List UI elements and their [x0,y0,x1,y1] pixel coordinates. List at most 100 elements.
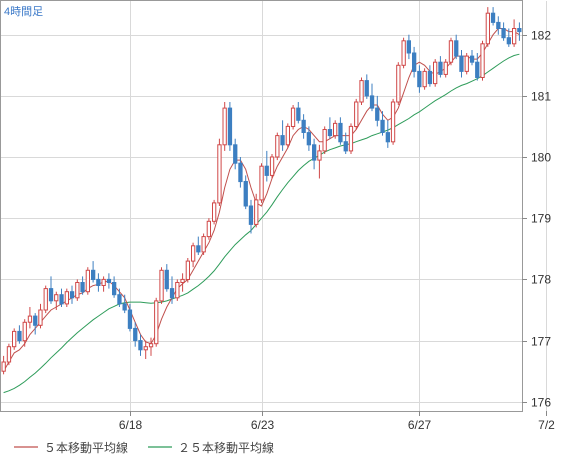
y-tick-label: 176 [531,396,551,410]
candle-body [459,55,464,72]
candle [180,273,185,292]
candle-body [433,61,438,85]
candle-body [417,70,422,88]
candle-body [227,107,233,146]
candle [412,46,417,78]
candle-body [512,28,517,45]
candle [227,102,233,151]
candles-layer [1,7,522,375]
candle-body [222,107,227,146]
candle-body [96,278,101,286]
candle-body [427,70,433,85]
candle [159,267,164,304]
candle-body [206,220,211,238]
candle-body [238,162,243,183]
y-axis: 176 177 178 179 180 181 182 [522,29,551,410]
candle [280,120,285,151]
candle-body [338,122,343,143]
candle-body [254,199,259,225]
candle [327,117,333,139]
candle-body [175,282,180,299]
candle-body [375,107,380,121]
candle-body [117,294,122,305]
candle-body [322,129,327,152]
candle [43,285,48,314]
candle-body [422,70,427,88]
candle-body [280,135,285,146]
candle-body [69,291,75,299]
candle [75,279,80,301]
candle [96,273,101,292]
y-tick-label: 179 [531,212,551,226]
candle-body [80,282,85,293]
candle-body [285,125,291,146]
candle-body [75,282,80,299]
candle [117,288,122,307]
candle-body [443,61,448,75]
candle [369,83,375,112]
candle-body [475,61,480,79]
candle-body [406,40,412,54]
candle [422,68,427,90]
candle [248,199,254,234]
candle [154,297,159,347]
candle-body [85,269,90,293]
candle [64,288,69,307]
candle [38,303,43,329]
candle [401,37,406,69]
candle-body [454,40,459,57]
candle-body [138,340,143,351]
candle-body [469,55,475,63]
y-tick-label: 180 [531,151,551,165]
candle-body [327,129,333,137]
candle-body [17,330,22,342]
candle [496,16,501,35]
candle-body [191,245,196,262]
candle [306,126,312,151]
candle [201,233,206,255]
candle [396,62,401,105]
ma25-layer [3,53,520,394]
candle-body [27,315,33,323]
candle [406,34,412,60]
candle [464,53,469,75]
candle [80,276,85,295]
candle-body [33,315,38,326]
candle-body [390,101,396,143]
candle [390,98,396,145]
candle [480,40,485,81]
candle-body [233,144,238,164]
candle [233,138,238,170]
candle-body [333,122,338,137]
candle [433,59,438,87]
candle-body [275,135,280,158]
candle-body [464,55,469,72]
candle-body [143,346,148,351]
candle-body [12,330,17,348]
x-axis: 6/18 6/23 6/27 7/2 [119,411,555,432]
y-tick-label: 178 [531,273,551,287]
candle-body [496,21,501,29]
candle-body [185,260,190,281]
candle-body [396,64,401,103]
candle [443,59,448,78]
candle [133,322,138,347]
candle [517,22,522,41]
y-tick-label: 177 [531,335,551,349]
candle-body [296,107,301,121]
candle [448,37,454,66]
candle-body [269,156,275,176]
candle-body [54,294,59,302]
candle [148,337,154,356]
candle-body [485,12,491,45]
candle [506,28,512,47]
candle-body [490,12,496,23]
candle [285,123,291,148]
candle [59,288,64,307]
candle [1,355,6,375]
candle [101,276,106,292]
candle-body [501,28,506,39]
candle-body [317,150,322,161]
candle [85,267,90,295]
legend-ma25-label: ２５本移動平均線 [178,440,274,455]
